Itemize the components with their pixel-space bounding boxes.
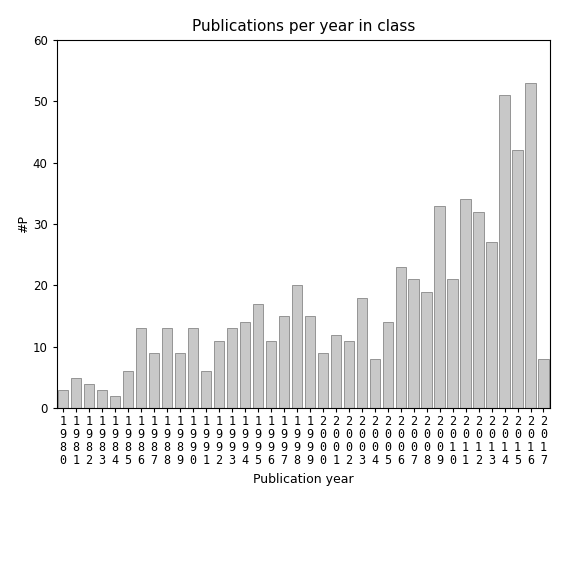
Bar — [97, 390, 107, 408]
Bar — [473, 211, 484, 408]
Bar — [538, 359, 549, 408]
Bar — [227, 328, 237, 408]
Bar — [175, 353, 185, 408]
Bar — [421, 291, 432, 408]
Bar — [370, 359, 380, 408]
Y-axis label: #P: #P — [17, 215, 30, 233]
Bar — [357, 298, 367, 408]
Bar — [149, 353, 159, 408]
Bar — [486, 242, 497, 408]
Bar — [525, 83, 536, 408]
Bar — [84, 384, 94, 408]
Bar — [278, 316, 289, 408]
X-axis label: Publication year: Publication year — [253, 473, 354, 486]
Bar — [162, 328, 172, 408]
Bar — [396, 267, 406, 408]
Bar — [460, 200, 471, 408]
Bar — [188, 328, 198, 408]
Bar — [123, 371, 133, 408]
Bar — [253, 304, 263, 408]
Bar — [318, 353, 328, 408]
Bar — [408, 279, 419, 408]
Bar — [201, 371, 211, 408]
Bar — [304, 316, 315, 408]
Bar — [110, 396, 120, 408]
Bar — [240, 322, 250, 408]
Bar — [500, 95, 510, 408]
Bar — [447, 279, 458, 408]
Bar — [291, 285, 302, 408]
Bar — [214, 341, 224, 408]
Bar — [58, 390, 69, 408]
Bar — [71, 378, 82, 408]
Bar — [513, 150, 523, 408]
Bar — [331, 335, 341, 408]
Bar — [266, 341, 276, 408]
Bar — [434, 205, 445, 408]
Title: Publications per year in class: Publications per year in class — [192, 19, 415, 35]
Bar — [136, 328, 146, 408]
Bar — [383, 322, 393, 408]
Bar — [344, 341, 354, 408]
